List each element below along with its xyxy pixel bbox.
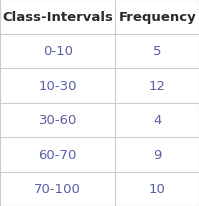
Text: 10: 10 bbox=[149, 182, 166, 195]
Text: 0-10: 0-10 bbox=[43, 45, 73, 58]
Text: 10-30: 10-30 bbox=[38, 79, 77, 92]
Text: 70-100: 70-100 bbox=[34, 182, 81, 195]
Text: Frequency: Frequency bbox=[118, 11, 196, 24]
Text: 9: 9 bbox=[153, 148, 161, 161]
Text: 4: 4 bbox=[153, 114, 161, 127]
Text: 60-70: 60-70 bbox=[39, 148, 77, 161]
Text: 5: 5 bbox=[153, 45, 161, 58]
Text: 30-60: 30-60 bbox=[39, 114, 77, 127]
Text: 12: 12 bbox=[149, 79, 166, 92]
Text: Class-Intervals: Class-Intervals bbox=[2, 11, 113, 24]
